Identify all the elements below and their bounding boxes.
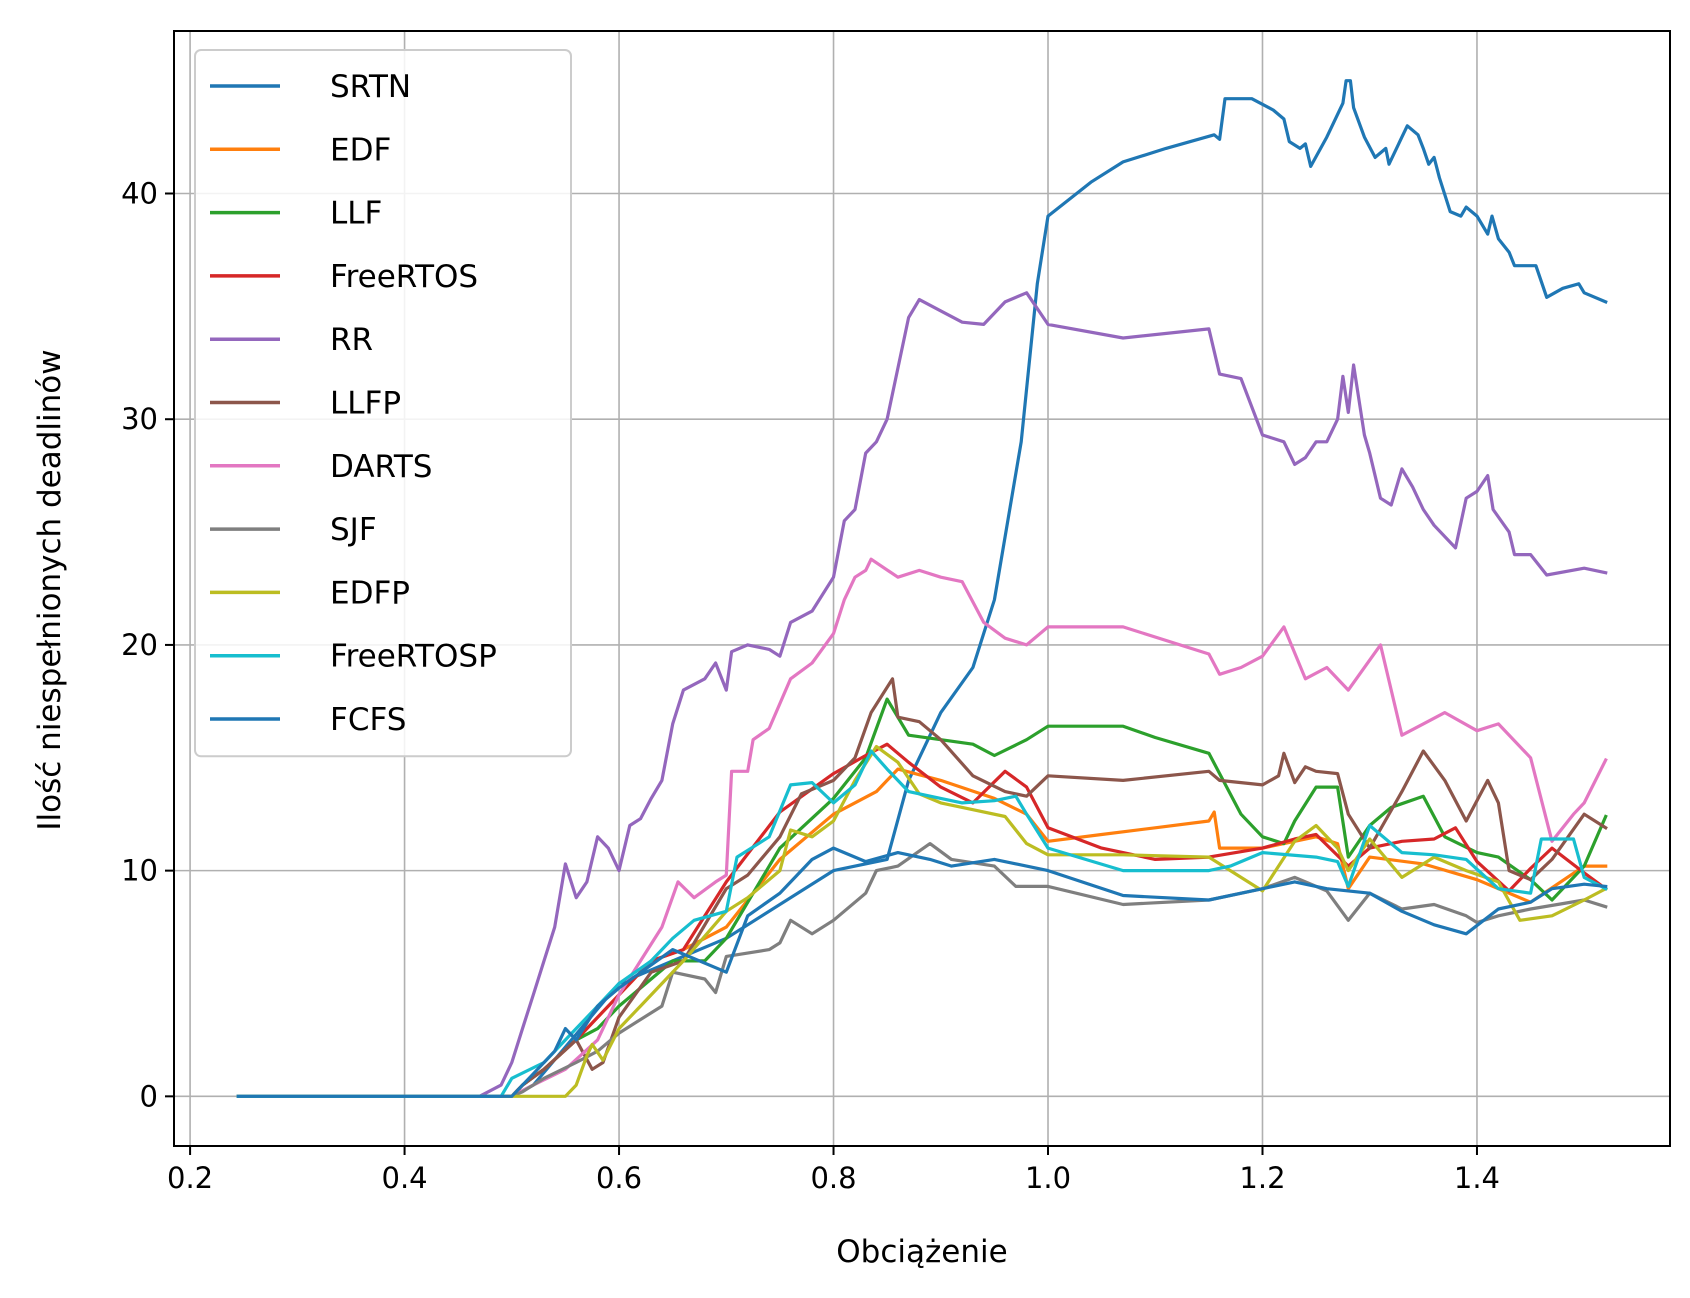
x-tick-label: 0.8 (810, 1161, 856, 1195)
y-tick-label: 30 (121, 402, 158, 436)
y-tick-label: 40 (121, 177, 158, 211)
series-line-darts (236, 557, 1608, 1098)
legend-label: EDF (330, 132, 391, 168)
series-line-freertosp (236, 749, 1608, 1098)
legend-label: FreeRTOS (330, 259, 478, 295)
series-line-rr (236, 291, 1608, 1098)
legend-label: LLF (330, 196, 382, 232)
y-tick-label: 0 (140, 1079, 158, 1113)
legend-label: SJF (330, 512, 377, 548)
legend-label: FreeRTOSP (330, 639, 497, 675)
series-layer (236, 79, 1608, 1098)
series-line-edfp (236, 744, 1608, 1098)
x-tick-label: 1.0 (1025, 1161, 1071, 1195)
x-tick-label: 0.4 (382, 1161, 428, 1195)
legend-label: EDFP (330, 575, 410, 611)
y-axis: 0 10 20 30 40 (121, 177, 174, 1113)
legend-label: RR (330, 322, 373, 358)
x-tick-label: 0.2 (167, 1161, 213, 1195)
y-tick-label: 10 (121, 854, 158, 888)
series-line-llf (236, 697, 1608, 1098)
x-axis-title: Obciążenie (836, 1234, 1007, 1270)
legend-label: SRTN (330, 69, 411, 105)
y-tick-label: 20 (121, 628, 158, 662)
legend-label: LLFP (330, 386, 401, 422)
legend: SRTN EDF LLF FreeRTOS RR LLFP DARTS SJF EDFP Free… (194, 49, 572, 758)
series-line-llfp (236, 677, 1608, 1098)
x-tick-label: 1.4 (1454, 1161, 1500, 1195)
y-axis-title: Ilość niespełnionych deadlinów (32, 349, 68, 830)
x-axis: 0.2 0.4 0.6 0.8 1.0 1.2 1.4 (167, 1146, 1500, 1195)
x-tick-label: 0.6 (596, 1161, 642, 1195)
legend-label: FCFS (330, 702, 406, 738)
legend-box (194, 49, 572, 758)
x-tick-label: 1.2 (1239, 1161, 1285, 1195)
series-line-fcfs (236, 846, 1608, 1098)
plot-frame (173, 30, 1671, 1147)
series-line-srtn (236, 79, 1608, 1098)
legend-label: DARTS (330, 449, 432, 485)
